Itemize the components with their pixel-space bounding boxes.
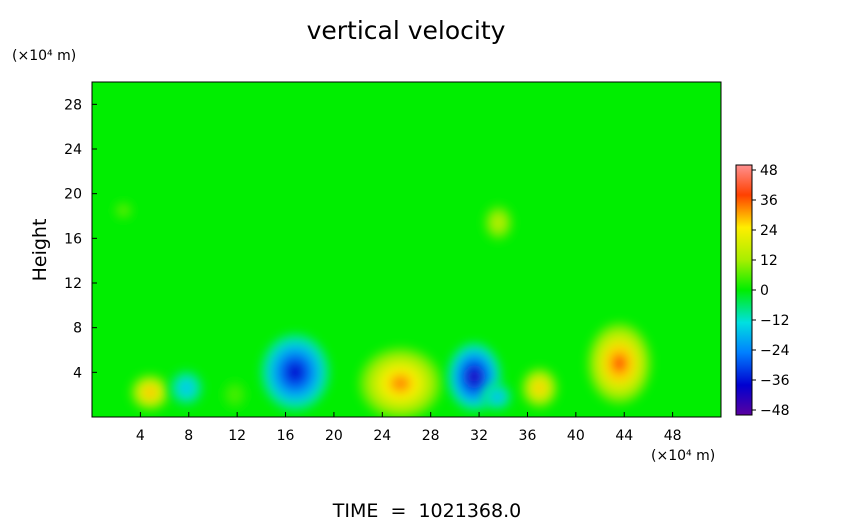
- time-footer: TIME = 1021368.0: [332, 500, 521, 519]
- chart-title: vertical velocity: [307, 16, 506, 45]
- plot-frame: [91, 81, 722, 418]
- colorbar: [735, 164, 753, 416]
- heatmap-feature-8: [482, 383, 512, 411]
- x-tick-label: 20: [325, 428, 343, 444]
- y-unit-label: (×10⁴ m): [12, 48, 76, 64]
- y-tick-label: 24: [64, 142, 82, 158]
- x-tick-label: 28: [422, 428, 440, 444]
- y-tick-label: 20: [64, 187, 82, 203]
- x-tick-label: 8: [184, 428, 193, 444]
- heatmap-feature-2: [222, 380, 247, 410]
- x-tick-label: 44: [615, 428, 633, 444]
- heatmap-feature-6: [521, 367, 558, 409]
- heatmap-feature-7: [587, 323, 651, 404]
- heatmap-feature-1: [169, 370, 204, 406]
- y-tick-label: 12: [64, 276, 82, 292]
- colorbar-tick-label: 0: [760, 283, 769, 299]
- colorbar-tick-label: 24: [760, 223, 778, 239]
- colorbar-tick-label: −24: [760, 343, 790, 359]
- y-axis-label: Height: [29, 219, 51, 282]
- colorbar-tick-label: −36: [760, 373, 790, 389]
- colorbar-ticks: 48 36 24 12 0 −12 −24 −36 −48: [752, 163, 790, 419]
- x-tick-label: 4: [136, 428, 145, 444]
- y-tick-label: 28: [64, 97, 82, 113]
- colorbar-tick-label: −12: [760, 313, 790, 329]
- x-unit-label: (×10⁴ m): [651, 448, 715, 464]
- x-tick-label: 24: [373, 428, 391, 444]
- y-axis-ticks: 4 8 12 16 20 24 28: [64, 97, 97, 381]
- colorbar-tick-label: −48: [760, 403, 790, 419]
- x-tick-label: 16: [277, 428, 295, 444]
- y-tick-label: 8: [73, 321, 82, 337]
- x-tick-label: 32: [470, 428, 488, 444]
- y-tick-label: 16: [64, 231, 82, 247]
- heatmap-feature-10: [113, 201, 134, 220]
- colorbar-tick-label: 36: [760, 193, 778, 209]
- heatmap-feature-4: [359, 347, 442, 417]
- heatmap-features: [113, 201, 651, 417]
- heatmap-feature-9: [483, 204, 513, 241]
- y-tick-label: 4: [73, 365, 82, 381]
- x-tick-label: 48: [664, 428, 682, 444]
- colorbar-tick-label: 48: [760, 163, 778, 179]
- x-tick-label: 12: [228, 428, 246, 444]
- heatmap-feature-0: [130, 374, 170, 411]
- x-tick-label: 40: [567, 428, 585, 444]
- heatmap-feature-3: [261, 334, 330, 411]
- colorbar-tick-label: 12: [760, 253, 778, 269]
- x-tick-label: 36: [519, 428, 537, 444]
- x-axis-ticks: 4 8 12 16 20 24 28 32 36 40 44 48: [136, 412, 682, 444]
